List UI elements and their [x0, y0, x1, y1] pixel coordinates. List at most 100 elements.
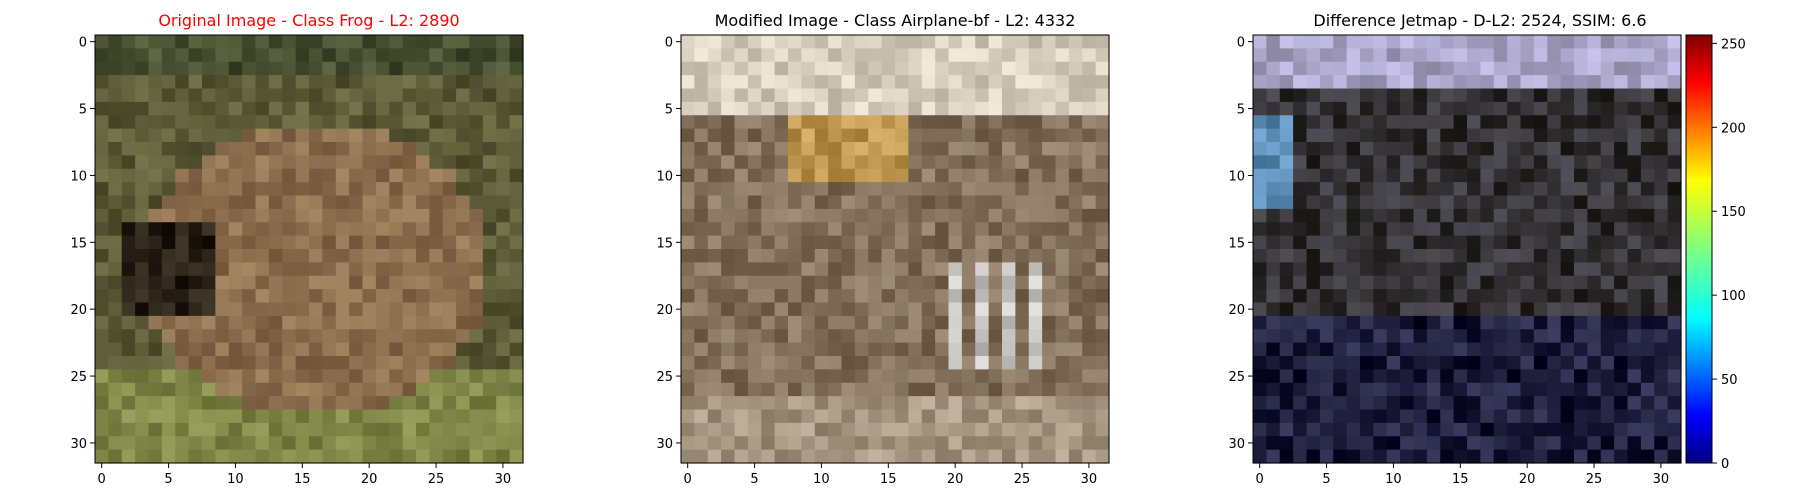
- pixel-cell: [814, 155, 829, 170]
- pixel-cell: [1600, 409, 1615, 424]
- pixel-cell: [1400, 235, 1415, 250]
- pixel-cell: [1614, 356, 1629, 370]
- pixel-cell: [828, 315, 843, 330]
- pixel-cell: [1002, 48, 1016, 63]
- pixel-cell: [1533, 48, 1548, 63]
- pixel-cell: [429, 289, 444, 304]
- y-tick-label: 5: [1237, 103, 1245, 118]
- pixel-cell: [707, 422, 722, 437]
- pixel-cell: [1533, 342, 1548, 357]
- pixel-cell: [975, 369, 990, 384]
- pixel-cell: [681, 88, 695, 103]
- pixel-cell: [788, 128, 802, 143]
- pixel-cell: [228, 302, 243, 317]
- pixel-cell: [389, 235, 404, 250]
- pixel-cell: [1015, 342, 1030, 357]
- pixel-cell: [1640, 88, 1655, 103]
- pixel-cell: [1520, 61, 1535, 76]
- pixel-cell: [295, 182, 310, 197]
- pixel-cell: [1640, 128, 1655, 143]
- pixel-cell: [161, 289, 176, 304]
- pixel-cell: [854, 155, 869, 170]
- pixel-cell: [935, 195, 950, 210]
- pixel-cell: [1293, 315, 1308, 330]
- pixel-cell: [868, 222, 883, 237]
- pixel-cell: [362, 35, 377, 49]
- pixel-cell: [961, 195, 976, 210]
- pixel-cell: [349, 208, 364, 223]
- pixel-cell: [1293, 342, 1308, 357]
- pixel-cell: [1533, 75, 1548, 90]
- pixel-cell: [228, 396, 243, 411]
- pixel-cell: [1055, 369, 1070, 384]
- pixel-cell: [148, 302, 163, 317]
- pixel-cell: [1453, 289, 1468, 304]
- pixel-cell: [1346, 302, 1361, 317]
- pixel-cell: [255, 356, 270, 370]
- pixel-cell: [509, 449, 524, 464]
- pixel-cell: [681, 61, 695, 76]
- pixel-cell: [1279, 61, 1294, 76]
- pixel-cell: [895, 101, 909, 116]
- pixel-cell: [788, 449, 802, 464]
- pixel-cell: [1386, 128, 1401, 143]
- pixel-cell: [1520, 302, 1535, 317]
- pixel-cell: [1015, 101, 1030, 116]
- pixel-cell: [1600, 449, 1615, 464]
- pixel-cell: [429, 115, 444, 130]
- pixel-cell: [1640, 168, 1655, 183]
- pixel-cell: [1600, 48, 1615, 63]
- pixel-cell: [322, 302, 337, 317]
- pixel-cell: [148, 115, 163, 130]
- pixel-cell: [1400, 449, 1415, 464]
- pixel-cell: [1346, 88, 1361, 103]
- pixel-cell: [1614, 208, 1629, 223]
- pixel-cell: [921, 369, 936, 384]
- pixel-cell: [496, 61, 511, 76]
- pixel-cell: [1560, 329, 1575, 344]
- pixel-cell: [1654, 342, 1669, 357]
- pixel-cell: [895, 168, 909, 183]
- pixel-cell: [509, 195, 524, 210]
- pixel-cell: [268, 208, 283, 223]
- pixel-cell: [801, 249, 816, 263]
- pixel-cell: [961, 235, 976, 250]
- pixel-cell: [255, 75, 270, 90]
- pixel-cell: [1373, 208, 1388, 223]
- pixel-cell: [1533, 302, 1548, 317]
- pixel-cell: [828, 409, 843, 424]
- pixel-cell: [161, 302, 176, 317]
- pixel-cell: [681, 302, 695, 317]
- pixel-cell: [1493, 315, 1508, 330]
- pixel-cell: [734, 315, 749, 330]
- pixel-cell: [1587, 356, 1602, 370]
- pixel-cell: [1587, 409, 1602, 424]
- pixel-cell: [402, 302, 417, 317]
- pixel-cell: [469, 75, 484, 90]
- pixel-cell: [1667, 369, 1682, 384]
- pixel-cell: [1002, 61, 1016, 76]
- pixel-cell: [1533, 88, 1548, 103]
- pixel-cell: [908, 88, 923, 103]
- pixel-cell: [509, 382, 524, 397]
- pixel-cell: [349, 222, 364, 237]
- pixel-cell: [801, 101, 816, 116]
- pixel-cell: [482, 168, 497, 183]
- pixel-cell: [375, 115, 390, 130]
- pixel-cell: [509, 422, 524, 437]
- pixel-cell: [854, 101, 869, 116]
- pixel-cell: [309, 449, 323, 464]
- pixel-cell: [362, 222, 377, 237]
- pixel-cell: [1333, 342, 1348, 357]
- pixel-cell: [1253, 182, 1267, 197]
- pixel-cell: [95, 168, 109, 183]
- pixel-cell: [707, 222, 722, 237]
- pixel-cell: [948, 422, 963, 437]
- pixel-cell: [788, 75, 802, 90]
- pixel-cell: [1574, 222, 1588, 237]
- pixel-cell: [681, 155, 695, 170]
- pixel-cell: [1266, 396, 1281, 411]
- pixel-cell: [202, 356, 216, 370]
- pixel-cell: [828, 88, 843, 103]
